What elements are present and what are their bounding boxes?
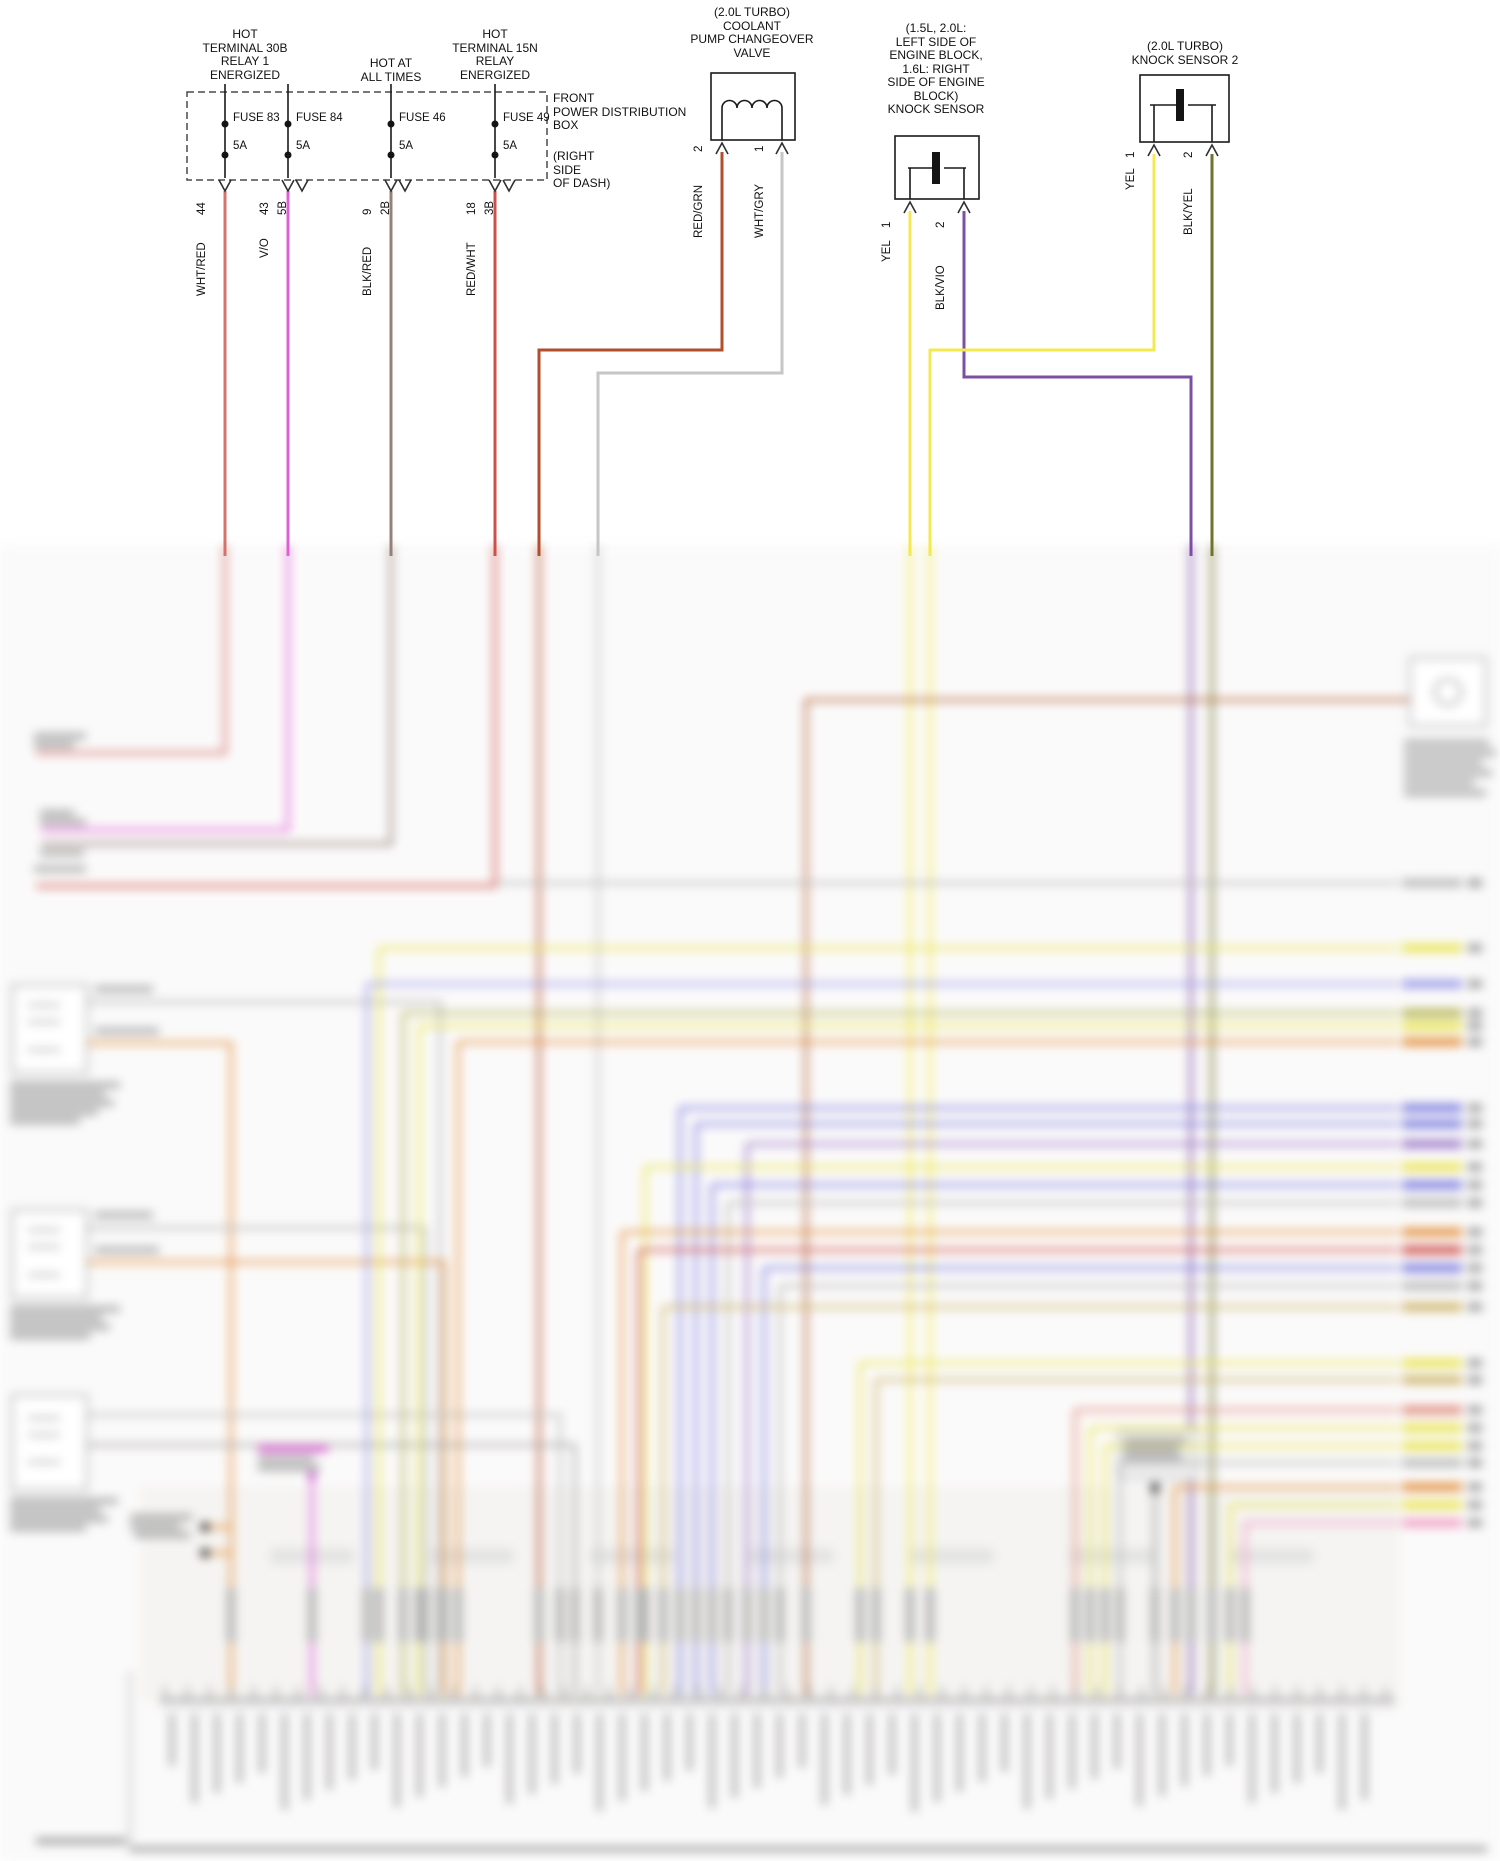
knock2-pin-2-label: 2: [1183, 151, 1195, 158]
connector-5b-label: 5B: [277, 200, 289, 215]
label-knock-sensor-2: (2.0L TURBO) KNOCK SENSOR 2: [1131, 39, 1239, 67]
wire-yel-knock2: [928, 154, 1156, 556]
label-coolant-pump-changeover-valve: (2.0L TURBO) COOLANT PUMP CHANGEOVER VAL…: [690, 5, 814, 60]
label-front-power-distribution-box: FRONT POWER DISTRIBUTION BOX: [553, 91, 687, 132]
fuse-46-label: FUSE 46: [399, 112, 446, 124]
fuse-symbols: [224, 84, 496, 178]
connector-2b-label: 2B: [380, 200, 392, 215]
wire-label-blk-yel: BLK/YEL: [1183, 188, 1195, 235]
blurred-components: [11, 657, 1487, 1558]
top-wires: [223, 152, 1214, 556]
blurred-wires: [36, 545, 1410, 1695]
fuse-83-label: FUSE 83: [233, 112, 280, 124]
fuse-84-label: FUSE 84: [296, 112, 343, 124]
circuit-9-label: 9: [362, 208, 374, 215]
wire-label-red-wht: RED/WHT: [466, 242, 478, 296]
bottom-connector-pin-field: [129, 1588, 1487, 1851]
fuse-terminal-dots: [221, 120, 499, 159]
wire-label-blk-red: BLK/RED: [362, 246, 374, 296]
circuit-43-label: 43: [259, 202, 271, 215]
wire-red-grn: [537, 152, 724, 556]
connector-arrows: [218, 141, 1219, 214]
knock2-pin-1-label: 1: [1125, 151, 1137, 158]
knock-sensor-2-symbol: [1139, 74, 1230, 143]
knock-sensor-symbol: [894, 135, 980, 200]
fuse-46-rating: 5A: [399, 140, 414, 152]
wire-label-yel-1: YEL: [881, 240, 893, 262]
wire-label-yel-2: YEL: [1125, 168, 1137, 190]
connector-3b-label: 3B: [484, 200, 496, 215]
wire-wht-gry: [596, 152, 784, 556]
blurred-text-smudges: [10, 733, 1496, 1844]
power-distribution-box-outline: [186, 91, 548, 181]
label-knock-sensor: (1.5L, 2.0L: LEFT SIDE OF ENGINE BLOCK, …: [887, 21, 985, 116]
wire-label-v-o: V/O: [259, 238, 271, 258]
wire-blk-vio: [962, 211, 1193, 556]
label-hot-terminal-15n: HOT TERMINAL 15N RELAY ENERGIZED: [452, 27, 538, 82]
wiring-top-section: [186, 72, 1230, 556]
knock1-pin-1-label: 1: [881, 221, 893, 228]
wire-label-red-grn: RED/GRN: [693, 184, 705, 238]
circuit-44-label: 44: [196, 202, 208, 215]
valve-pin-2-label: 2: [693, 145, 705, 152]
valve-pin-1-label: 1: [754, 145, 766, 152]
fuse-49-label: FUSE 49: [503, 112, 550, 124]
label-hot-terminal-30b: HOT TERMINAL 30B RELAY 1 ENERGIZED: [202, 27, 288, 82]
wire-label-wht-gry: WHT/GRY: [754, 183, 766, 238]
circuit-18-label: 18: [466, 202, 478, 215]
knock1-pin-2-label: 2: [935, 221, 947, 228]
coolant-pump-changeover-valve-symbol: [710, 72, 796, 141]
blurred-lower-diagram: [0, 545, 1500, 1861]
wire-label-wht-red: WHT/RED: [196, 242, 208, 296]
fuse-84-rating: 5A: [296, 140, 311, 152]
blurred-diagram-canvas: [0, 545, 1500, 1861]
label-hot-at-all-times: HOT AT ALL TIMES: [360, 56, 422, 84]
fuse-83-rating: 5A: [233, 140, 248, 152]
wire-label-blk-vio: BLK/VIO: [935, 265, 947, 310]
fuse-49-rating: 5A: [503, 140, 518, 152]
label-pdb-location: (RIGHT SIDE OF DASH): [553, 149, 611, 190]
